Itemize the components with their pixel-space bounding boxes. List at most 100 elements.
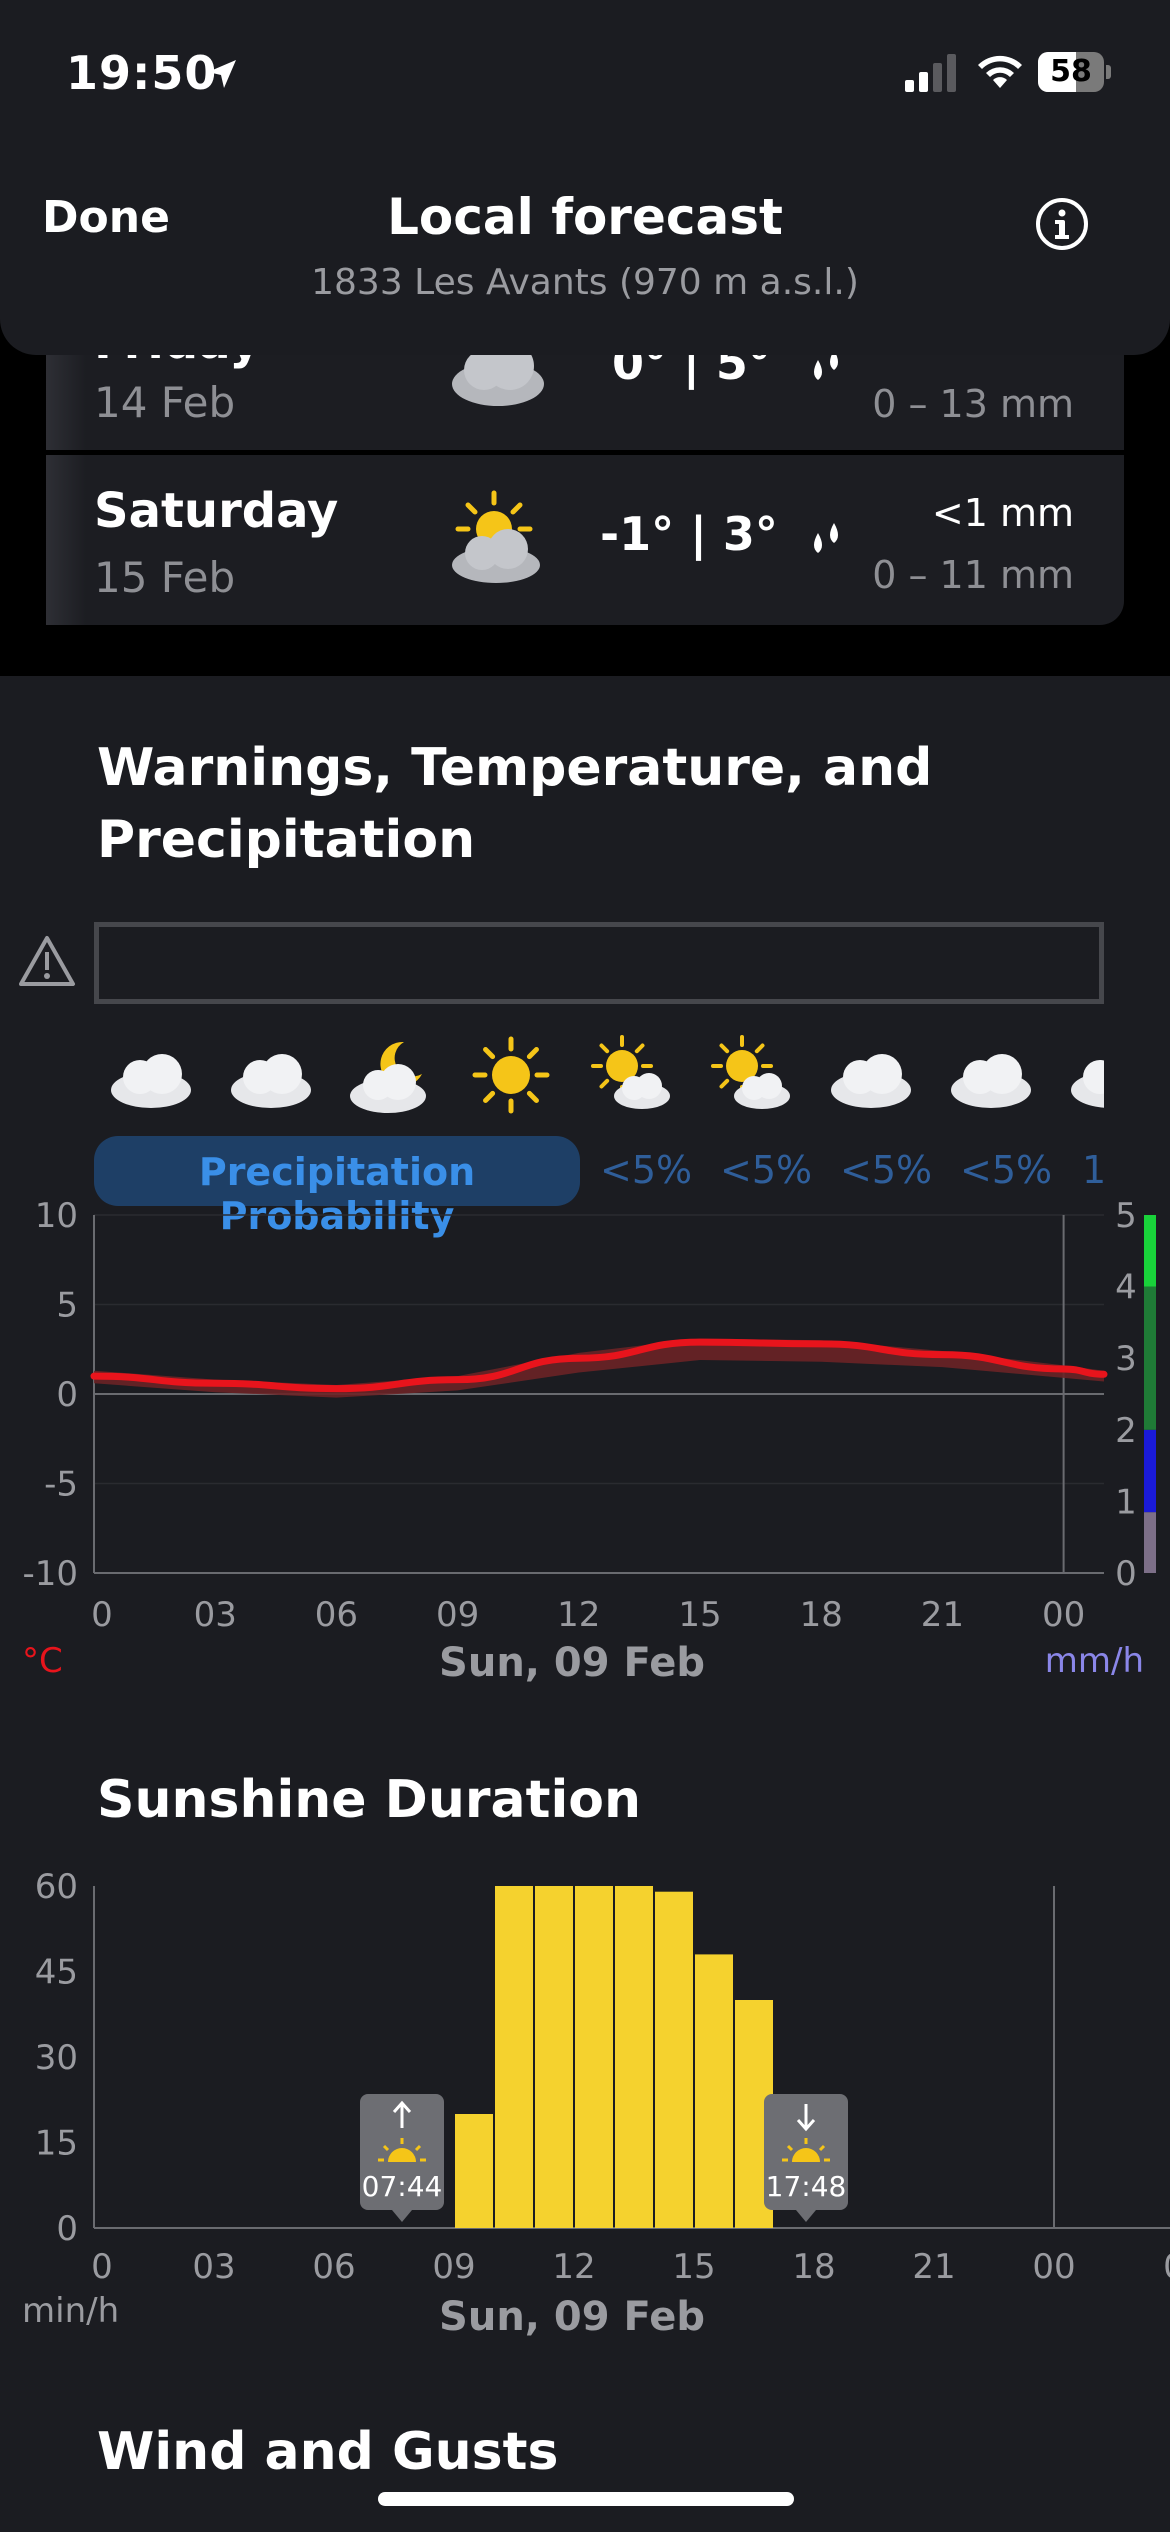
chart-date-label: Sun, 09 Feb <box>439 1640 705 1686</box>
cellular-signal-icon <box>905 54 956 92</box>
day-precip-range: 0 – 13 mm <box>872 382 1074 426</box>
sun-cloud-icon <box>711 1035 790 1109</box>
cloud-icon <box>951 1054 1031 1108</box>
x-tick-label: 00 <box>1032 2247 1075 2287</box>
precip-scale-segment <box>1144 1512 1156 1573</box>
y-tick-label: 0 <box>56 1375 78 1415</box>
sun-icon <box>472 1036 550 1114</box>
precip-scale-segment <box>1144 1215 1156 1287</box>
battery-icon: 58 <box>1038 52 1112 92</box>
y-tick-label: 10 <box>35 1196 78 1236</box>
chart-date-label: Sun, 09 Feb <box>439 2294 705 2340</box>
location-subtitle: 1833 Les Avants (970 m a.s.l.) <box>311 262 859 303</box>
x-tick-label: 0 <box>91 2247 113 2287</box>
x-tick-label: 18 <box>800 1595 843 1635</box>
status-bar: 19:50 58 <box>0 0 1170 150</box>
sunrise-marker-time: 07:44 <box>362 2170 443 2203</box>
sun-behind-cloud-icon <box>452 490 540 583</box>
sunshine-section-title: Sunshine Duration <box>97 1770 642 1830</box>
y-tick-label: 5 <box>56 1286 78 1326</box>
x-tick-label: 0 <box>1163 2247 1170 2287</box>
wind-section-title: Wind and Gusts <box>97 2422 559 2482</box>
raindrops-icon <box>814 350 838 380</box>
x-tick-label: 18 <box>792 2247 835 2287</box>
y2-tick-label: 5 <box>1115 1196 1137 1236</box>
y2-tick-label: 0 <box>1115 1554 1137 1594</box>
sunshine-bar <box>495 1886 533 2228</box>
x-tick-label: 15 <box>678 1595 721 1635</box>
sunshine-bar <box>535 1886 573 2228</box>
sunshine-bar <box>655 1891 693 2228</box>
cloud-icon <box>831 1054 911 1108</box>
day-precip-range: 0 – 11 mm <box>872 553 1074 597</box>
x-tick-label: 12 <box>552 2247 595 2287</box>
x-tick-label: 21 <box>912 2247 955 2287</box>
y-tick-label: 0 <box>56 2209 78 2249</box>
forecast-day-row[interactable]: Saturday 15 Feb -1° | 3° <1 mm 0 – 11 mm <box>46 455 1124 625</box>
status-time: 19:50 <box>66 46 218 100</box>
battery-percent: 58 <box>1050 54 1092 89</box>
x-tick-label: 03 <box>192 2247 235 2287</box>
x-tick-label: 12 <box>557 1595 600 1635</box>
day-temps: -1° | 3° <box>600 507 778 561</box>
sun-cloud-icon <box>591 1035 670 1109</box>
day-date: 15 Feb <box>94 553 236 602</box>
y2-tick-label: 2 <box>1115 1411 1137 1451</box>
x-tick-label: 0 <box>91 1595 113 1635</box>
precip-probability-value: 1 <box>1082 1148 1107 1192</box>
temp-unit-label: °C <box>22 1641 63 1681</box>
warning-triangle-icon <box>19 936 75 986</box>
y2-tick-label: 4 <box>1115 1268 1137 1308</box>
precip-probability-value: <5% <box>600 1148 693 1192</box>
y-tick-label: 60 <box>35 1867 78 1907</box>
day-precip: <1 mm <box>931 491 1074 535</box>
x-tick-label: 15 <box>672 2247 715 2287</box>
sunshine-bar <box>575 1886 613 2228</box>
sunset-marker: 17:48 <box>764 2094 848 2222</box>
y-tick-label: -10 <box>22 1554 78 1594</box>
precip-scale-segment <box>1144 1429 1156 1513</box>
cloud-icon <box>231 1054 311 1108</box>
x-tick-label: 00 <box>1042 1595 1085 1635</box>
raindrops-icon <box>814 523 838 553</box>
home-indicator <box>378 2492 794 2506</box>
page-title: Local forecast <box>387 188 783 246</box>
day-name: Saturday <box>94 483 339 539</box>
x-tick-label: 03 <box>194 1595 237 1635</box>
cloud-icon <box>1071 1060 1104 1108</box>
y-tick-label: -5 <box>44 1465 78 1505</box>
precip-probability-pill[interactable]: Precipitation Probability <box>94 1136 580 1238</box>
y-tick-label: 15 <box>35 2124 78 2164</box>
precip-probability-value: <5% <box>960 1148 1053 1192</box>
x-tick-label: 06 <box>312 2247 355 2287</box>
sunshine-unit-label: min/h <box>22 2291 119 2331</box>
sunshine-bar <box>695 1954 733 2228</box>
moon-cloud-icon <box>350 1041 426 1113</box>
forecast-header: Done Local forecast 1833 Les Avants (970… <box>0 0 1170 355</box>
sunshine-bar <box>455 2114 493 2228</box>
temperature-band <box>94 1338 1104 1398</box>
y2-tick-label: 1 <box>1115 1482 1137 1522</box>
done-button[interactable]: Done <box>42 192 170 243</box>
precip-probability-value: <5% <box>720 1148 813 1192</box>
x-tick-label: 09 <box>436 1595 479 1635</box>
wifi-icon <box>978 55 1022 88</box>
sunrise-marker: 07:44 <box>360 2094 444 2222</box>
x-tick-label: 09 <box>432 2247 475 2287</box>
location-arrow-icon <box>208 60 236 88</box>
sunshine-bar <box>615 1886 653 2228</box>
precip-scale-segment <box>1144 1286 1156 1430</box>
y-tick-label: 30 <box>35 2038 78 2078</box>
y2-tick-label: 3 <box>1115 1339 1137 1379</box>
temperature-line <box>90 1338 1108 1393</box>
warnings-bar[interactable] <box>94 922 1104 1004</box>
x-tick-label: 06 <box>315 1595 358 1635</box>
warnings-section-title: Warnings, Temperature, and Precipitation <box>97 738 933 870</box>
precip-probability-value: <5% <box>840 1148 933 1192</box>
y-tick-label: 45 <box>35 1953 78 1993</box>
info-circle-icon[interactable] <box>1034 196 1090 252</box>
cloud-icon <box>111 1054 191 1108</box>
precip-unit-label: mm/h <box>1045 1641 1144 1681</box>
